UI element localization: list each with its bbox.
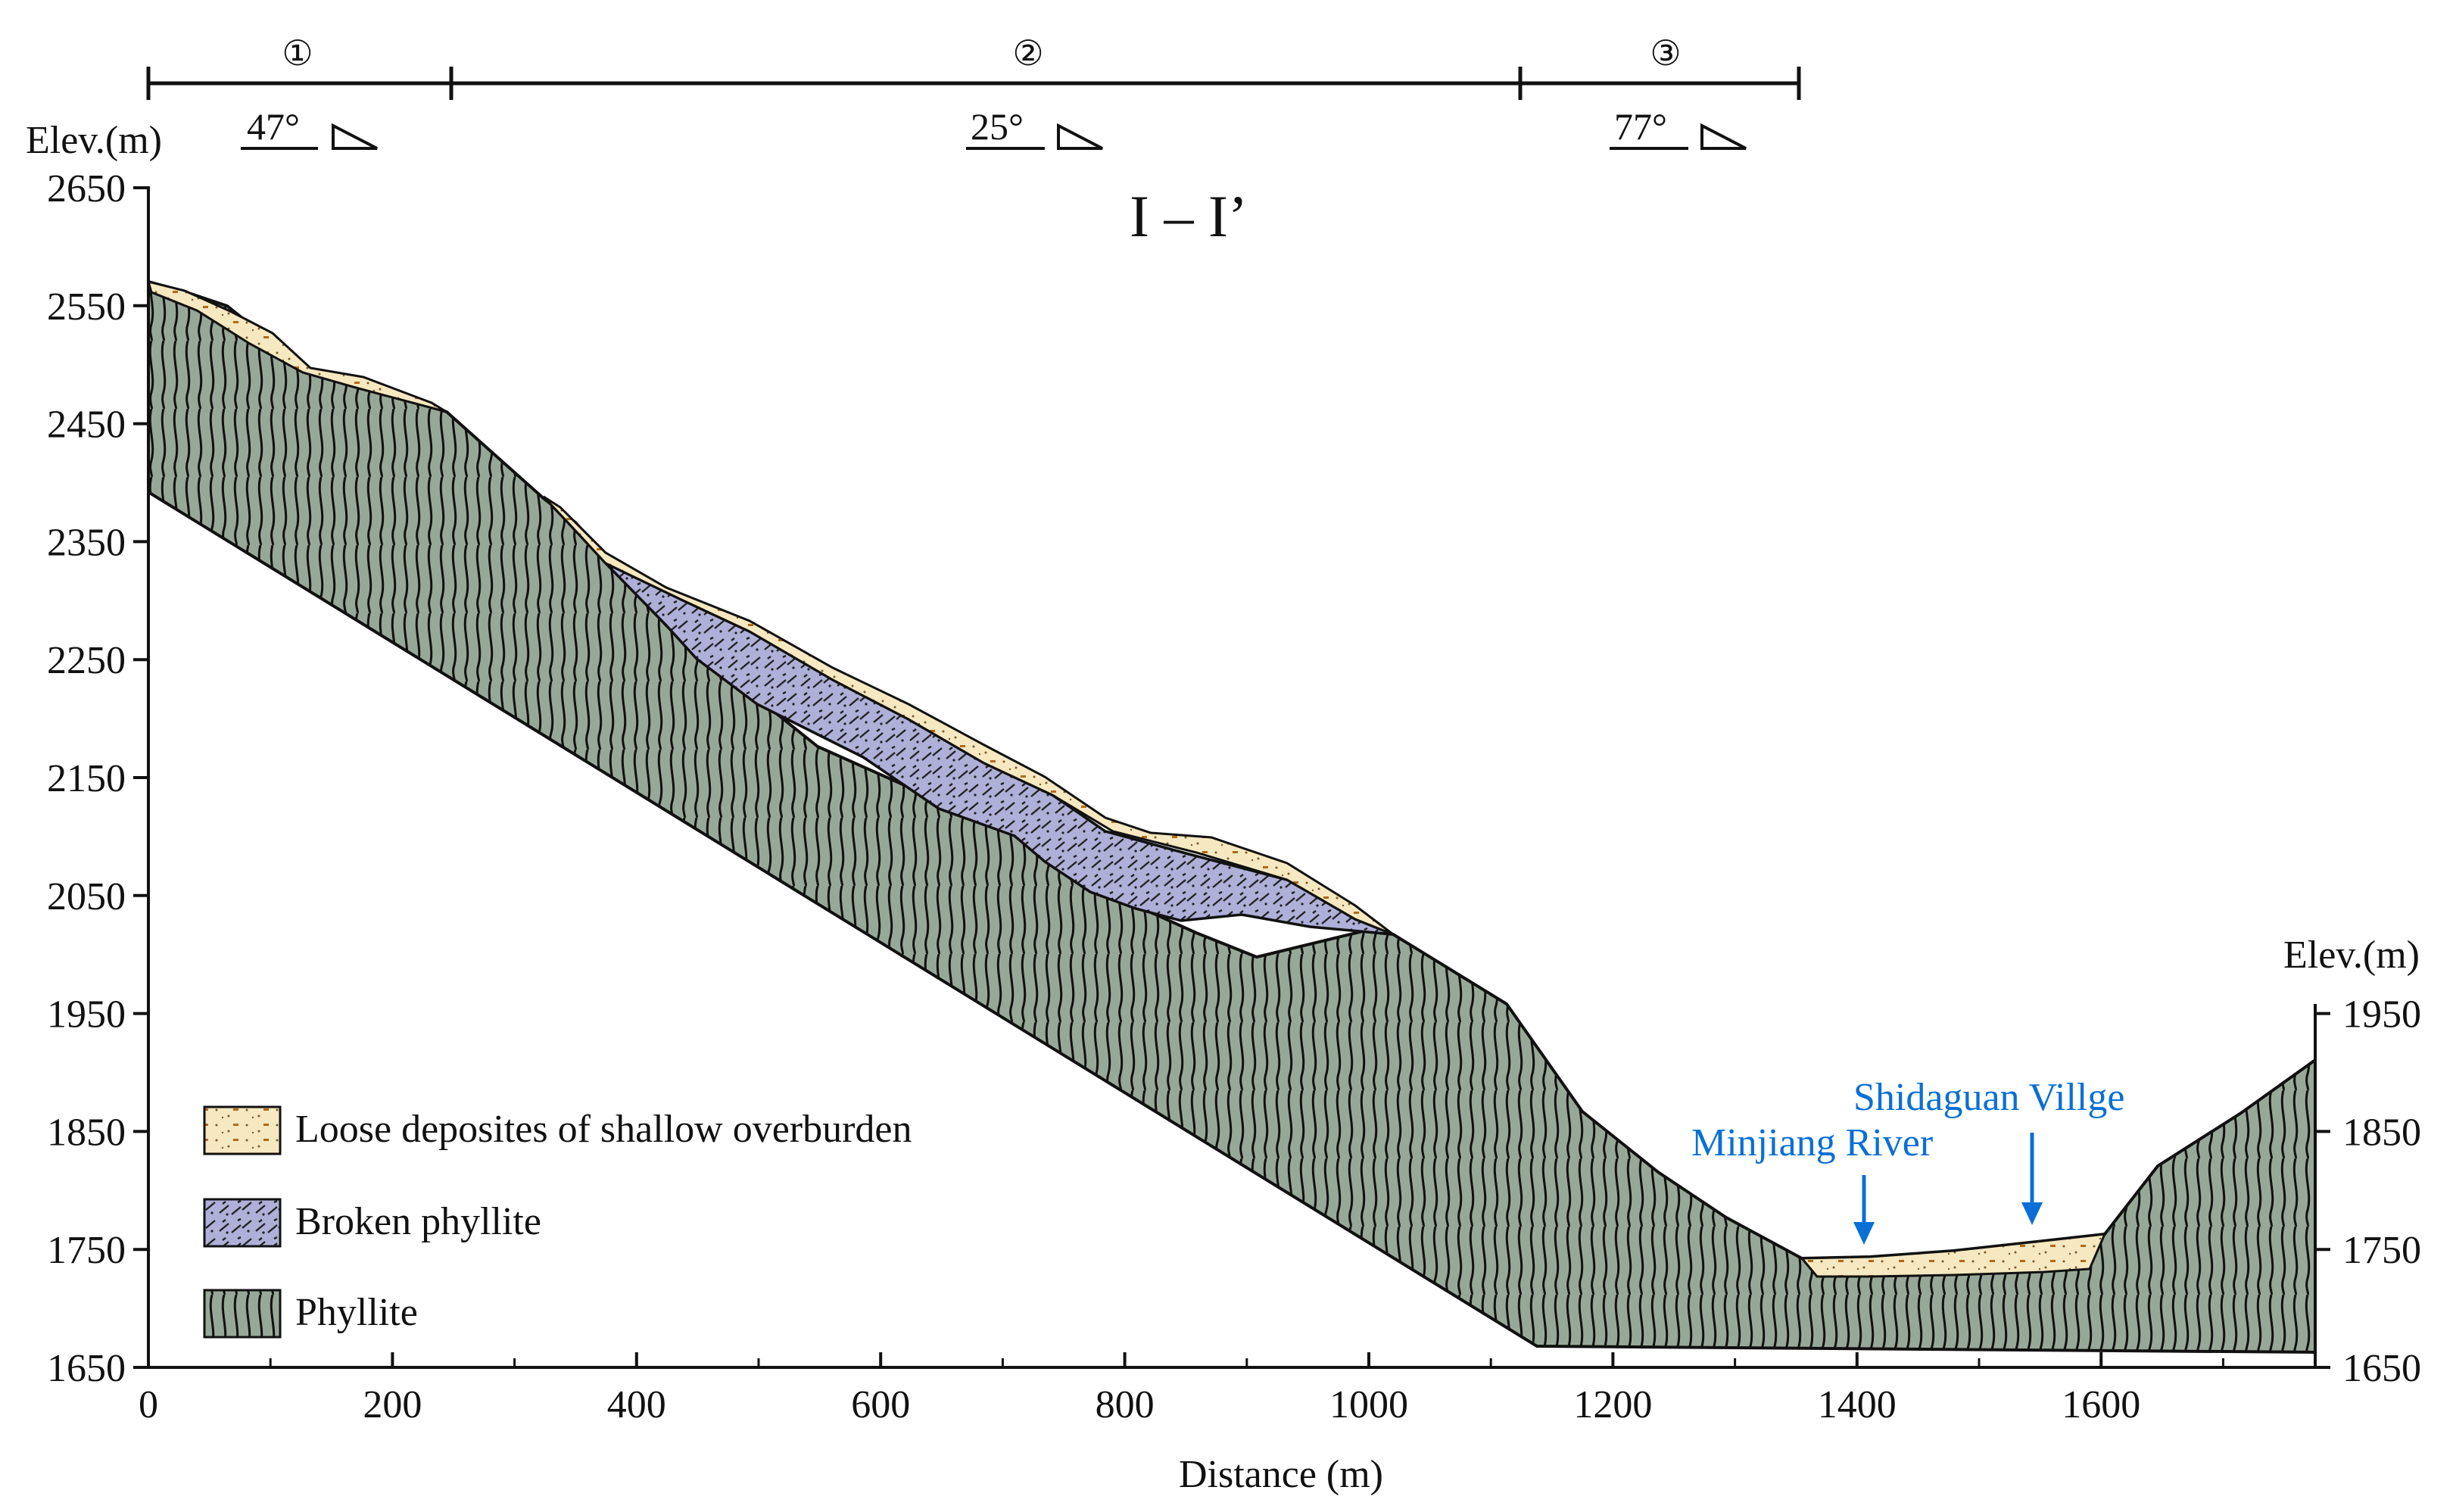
legend: Loose deposites of shallow overburden Br… xyxy=(203,1105,912,1339)
x-tick-label: 1600 xyxy=(2062,1383,2140,1426)
slope-indicator-3: 77° xyxy=(1610,105,1747,150)
annotations: Minjiang River Shidaguan Villge xyxy=(1691,1076,2124,1245)
right-y-tick-label: 1650 xyxy=(2342,1347,2421,1390)
right-y-axis: 1950 1850 1750 1650 Elev.(m) xyxy=(2283,934,2421,1390)
left-y-tick-label: 2450 xyxy=(47,404,126,447)
x-tick-label: 200 xyxy=(363,1383,422,1426)
village-annotation: Shidaguan Villge xyxy=(1853,1076,2124,1119)
x-tick-label: 1400 xyxy=(1818,1383,1897,1426)
legend-label-broken-phyllite: Broken phyllite xyxy=(295,1200,541,1243)
slope-indicator-1: 47° xyxy=(241,105,378,150)
broken-phyllite-swatch-icon xyxy=(203,1198,282,1248)
right-y-tick-label: 1950 xyxy=(2342,993,2421,1037)
segment-3-marker: ③ xyxy=(1650,34,1681,73)
x-tick-label: 600 xyxy=(851,1383,910,1426)
left-y-tick-label: 2350 xyxy=(47,521,126,564)
x-tick-label: 800 xyxy=(1096,1383,1155,1426)
left-y-tick-label: 2150 xyxy=(47,757,126,800)
slope-angle-1: 47° xyxy=(247,105,300,148)
river-arrow-icon xyxy=(1853,1175,1875,1245)
x-tick-label: 1000 xyxy=(1329,1383,1408,1426)
x-tick-label: 1200 xyxy=(1573,1383,1652,1426)
deposit-layer-middle xyxy=(542,495,1394,936)
left-y-tick-label: 2050 xyxy=(47,875,126,918)
right-y-ticks: 1950 1850 1750 1650 xyxy=(2315,993,2421,1390)
deposit-layer-upper xyxy=(146,279,447,413)
deposits-swatch-icon xyxy=(203,1105,282,1155)
river-annotation: Minjiang River xyxy=(1691,1121,1933,1164)
slope-triangle-icon xyxy=(1057,123,1103,150)
slope-triangle-icon xyxy=(1700,123,1747,150)
left-y-tick-label: 1750 xyxy=(47,1229,126,1272)
phyllite-layer xyxy=(147,279,2317,1355)
left-y-tick-label: 2250 xyxy=(47,639,126,682)
x-axis-label: Distance (m) xyxy=(1179,1453,1383,1496)
right-y-tick-label: 1750 xyxy=(2342,1229,2421,1272)
left-y-tick-label: 1950 xyxy=(47,993,126,1037)
deposit-layer-valley xyxy=(1799,1233,2107,1278)
left-y-tick-label: 1850 xyxy=(47,1111,126,1154)
legend-label-phyllite: Phyllite xyxy=(295,1291,418,1334)
left-y-axis-label: Elev.(m) xyxy=(26,119,162,162)
right-y-axis-label: Elev.(m) xyxy=(2283,934,2420,977)
x-axis: 0 200 400 600 800 1000 1200 1400 1600 Distance (… xyxy=(139,1352,2315,1496)
slope-angle-2: 25° xyxy=(971,105,1024,148)
left-y-tick-label: 2650 xyxy=(47,167,126,210)
phyllite-swatch-icon xyxy=(203,1289,282,1339)
x-tick-label: 400 xyxy=(607,1383,666,1426)
right-y-tick-label: 1850 xyxy=(2342,1111,2421,1154)
legend-item-broken-phyllite: Broken phyllite xyxy=(203,1198,541,1248)
geologic-section xyxy=(146,279,2317,1355)
legend-item-phyllite: Phyllite xyxy=(203,1289,418,1339)
section-title: I – I’ xyxy=(1130,183,1248,249)
slope-angle-3: 77° xyxy=(1614,105,1667,148)
segment-2-marker: ② xyxy=(1012,34,1043,73)
legend-label-deposits: Loose deposites of shallow overburden xyxy=(295,1108,912,1151)
x-ticks: 0 200 400 600 800 1000 1200 1400 1600 xyxy=(139,1352,2224,1426)
left-y-axis: 2650 2550 2450 2350 2250 2150 2050 1950 1850 1750… xyxy=(26,119,162,1390)
left-y-ticks: 2650 2550 2450 2350 2250 2150 2050 1950 1850 1750… xyxy=(47,167,148,1390)
segment-1-marker: ① xyxy=(282,34,313,73)
left-y-tick-label: 1650 xyxy=(47,1347,126,1390)
slope-triangle-icon xyxy=(332,123,378,150)
slope-indicator-2: 25° xyxy=(966,105,1103,150)
x-tick-label: 0 xyxy=(139,1383,158,1426)
left-y-tick-label: 2550 xyxy=(47,285,126,329)
segment-scale xyxy=(146,67,1801,100)
village-arrow-icon xyxy=(2021,1133,2043,1225)
legend-item-deposits: Loose deposites of shallow overburden xyxy=(203,1105,912,1155)
